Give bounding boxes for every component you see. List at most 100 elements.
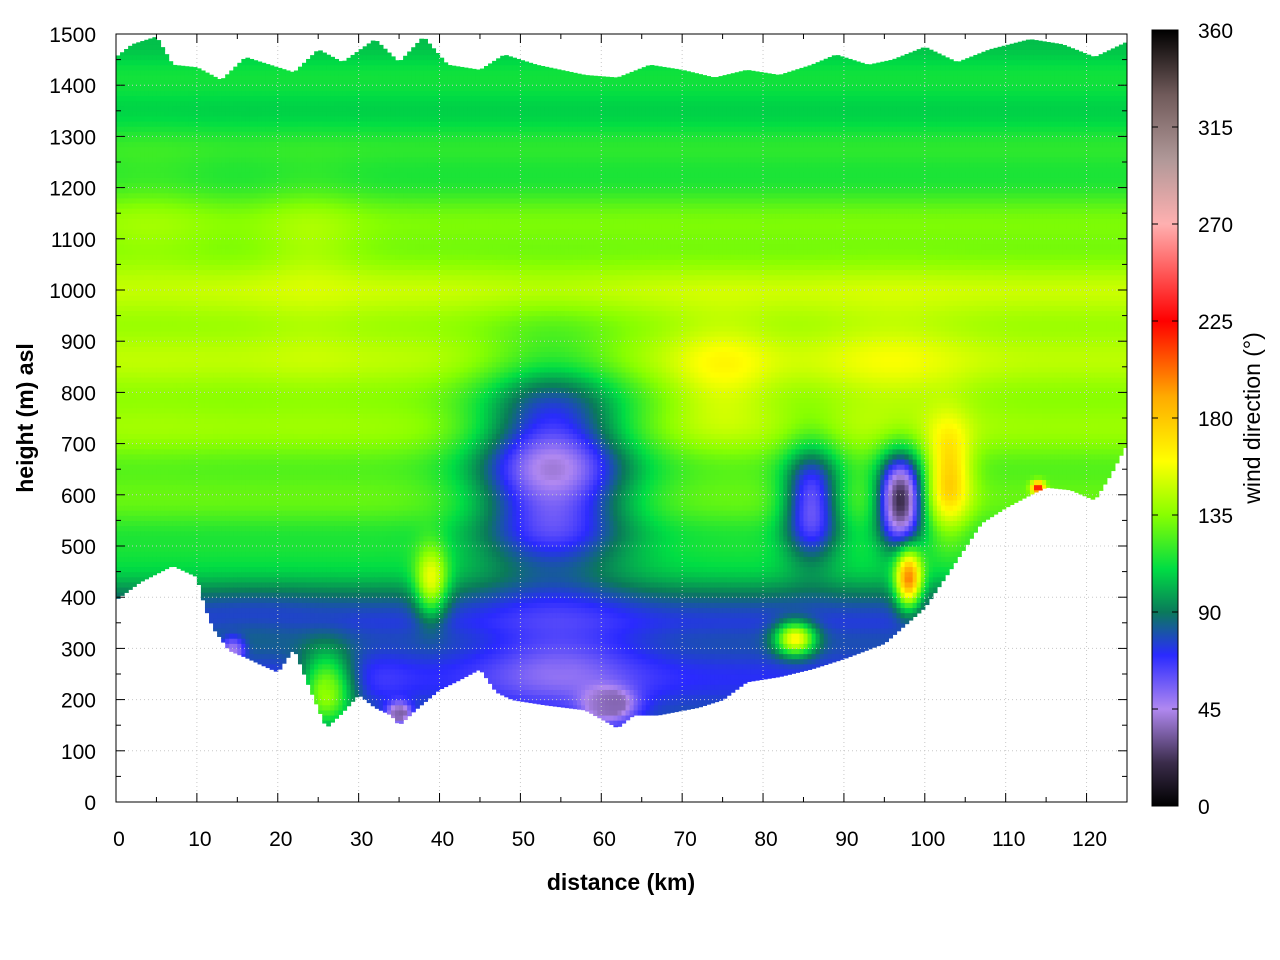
heatmap-cell [273,592,279,598]
heatmap-cell [132,90,137,97]
heatmap-cell [188,187,194,194]
heatmap-cell [253,377,259,383]
heatmap-cell [241,520,246,527]
heatmap-cell [132,156,137,163]
heatmap-cell [152,382,158,388]
heatmap-cell [136,510,141,516]
heatmap-cell [269,658,275,665]
heatmap-cell [297,428,303,434]
heatmap-cell [188,136,194,143]
heatmap-cell [168,377,174,383]
heatmap-cell [188,418,194,424]
heatmap-cell [213,156,218,163]
heatmap-cell [237,428,242,434]
heatmap-cell [148,284,153,291]
heatmap-cell [172,438,178,445]
heatmap-cell [200,182,206,189]
heatmap-cell [265,228,271,235]
heatmap-cell [221,325,226,332]
heatmap-cell [184,418,190,424]
heatmap-cell [217,167,222,173]
heatmap-cell [184,453,190,460]
heatmap-cell [200,397,206,404]
heatmap-cell [180,540,186,547]
heatmap-cell [140,469,145,475]
heatmap-cell [160,489,166,496]
heatmap-cell [192,566,198,573]
heatmap-cell [148,428,153,434]
heatmap-cell [257,167,263,173]
heatmap-cell [249,510,255,516]
heatmap-cell [221,346,226,353]
heatmap-cell [269,418,275,424]
heatmap-cell [192,67,198,71]
heatmap-cell [293,484,299,491]
heatmap-cell [245,310,251,317]
heatmap-cell [120,74,125,81]
heatmap-cell [200,162,206,168]
heatmap-cell [160,243,166,250]
heatmap-cell [265,407,271,414]
heatmap-cell [289,525,295,532]
heatmap-cell [116,80,121,86]
heatmap-cell [253,484,259,491]
heatmap-cell [229,397,234,404]
heatmap-cell [241,566,246,573]
heatmap-cell [293,520,299,527]
heatmap-cell [200,115,206,122]
heatmap-cell [293,448,299,455]
heatmap-cell [168,192,174,199]
heatmap-cell [209,177,214,184]
heatmap-cell [144,453,149,460]
heatmap-cell [261,95,267,102]
heatmap-cell [176,264,182,271]
heatmap-cell [289,249,295,255]
heatmap-cell [225,382,230,388]
heatmap-cell [164,346,170,353]
heatmap-cell [116,433,121,440]
heatmap-cell [136,136,141,143]
heatmap-cell [233,479,238,486]
heatmap-cell [217,182,222,189]
heatmap-cell [233,341,238,347]
heatmap-cell [120,520,125,527]
heatmap-cell [269,223,275,230]
heatmap-cell [249,279,255,286]
heatmap-cell [253,121,259,127]
heatmap-cell [221,484,226,491]
heatmap-cell [237,525,242,532]
heatmap-cell [249,315,255,322]
heatmap-cell [176,469,182,475]
heatmap-cell [269,110,275,117]
heatmap-cell [277,141,283,148]
heatmap-cell [297,607,303,614]
heatmap-cell [200,371,206,378]
heatmap-cell [213,126,218,132]
heatmap-cell [160,377,166,383]
heatmap-cell [128,136,133,143]
heatmap-cell [265,336,271,342]
heatmap-cell [140,182,145,189]
heatmap-cell [249,346,255,353]
heatmap-cell [249,208,255,214]
heatmap-cell [269,167,275,173]
heatmap-cell [241,581,246,588]
heatmap-cell [253,74,259,81]
heatmap-cell [233,305,238,312]
heatmap-cell [245,566,251,573]
heatmap-cell [164,182,170,189]
heatmap-cell [297,510,303,516]
heatmap-cell [285,146,291,153]
heatmap-cell [285,284,291,291]
heatmap-cell [221,151,226,158]
heatmap-cell [221,213,226,219]
heatmap-cell [225,556,230,562]
heatmap-cell [289,402,295,409]
heatmap-cell [225,433,230,440]
heatmap-cell [164,284,170,291]
heatmap-cell [184,412,190,419]
heatmap-cell [160,320,166,327]
heatmap-cell [140,551,145,557]
heatmap-cell [164,525,170,532]
heatmap-cell [273,254,279,260]
